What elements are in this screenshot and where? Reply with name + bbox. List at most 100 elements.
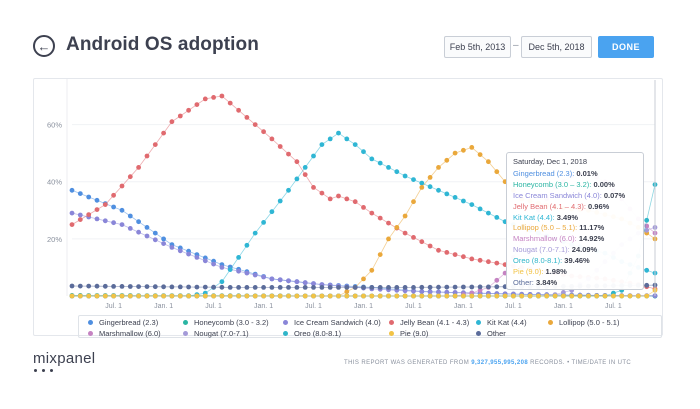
point-pie [236, 293, 242, 299]
legend-item-gingerbread[interactable]: Gingerbread (2.3) [88, 318, 158, 327]
tooltip-row-jellybean: Jelly Bean (4.1 – 4.3): 0.96% [513, 202, 637, 213]
point-ics [161, 241, 167, 247]
point-other [336, 285, 341, 290]
point-ics [311, 281, 316, 286]
point-pie [436, 293, 441, 299]
point-pie [227, 293, 233, 299]
legend-item-marshmallow[interactable]: Marshmallow (6.0) [88, 329, 161, 338]
point-gingerbread [69, 187, 75, 193]
logo-dots-icon [34, 369, 53, 372]
point-other [427, 284, 433, 290]
point-ics [94, 216, 100, 222]
legend-dot-icon [283, 320, 288, 325]
point-jellybean [411, 235, 416, 240]
point-other [261, 285, 266, 290]
point-other [119, 284, 125, 289]
tooltip-row-gingerbread: Gingerbread (2.3): 0.01% [513, 169, 637, 180]
point-other [294, 285, 300, 290]
point-jellybean [494, 260, 500, 266]
point-kitkat [319, 142, 325, 148]
point-pie [469, 293, 475, 299]
legend-item-ics[interactable]: Ice Cream Sandwich (4.0) [283, 318, 381, 327]
point-other [327, 285, 333, 290]
tooltip-label: Gingerbread (2.3): [513, 168, 577, 178]
point-kitkat [402, 173, 408, 179]
point-pie [186, 293, 192, 299]
point-jellybean [152, 142, 158, 148]
tooltip-value: 3.84% [535, 277, 558, 287]
tooltip-label: Nougat (7.0-7.1): [513, 245, 572, 255]
point-kitkat [452, 195, 458, 200]
point-pie [602, 293, 608, 299]
tooltip-value: 24.09% [571, 245, 598, 255]
tooltip-row-ics: Ice Cream Sandwich (4.0): 0.07% [513, 191, 637, 202]
point-other [269, 285, 275, 290]
x-tick-label: Jan. 1 [454, 303, 473, 310]
legend-item-nougat[interactable]: Nougat (7.0-7.1) [183, 329, 249, 338]
point-pie [477, 293, 483, 299]
start-date-input[interactable]: Feb 5th, 2013 [444, 36, 511, 58]
point-jellybean [377, 215, 383, 221]
point-pie [244, 293, 250, 299]
legend-item-other[interactable]: Other [476, 329, 506, 338]
point-other [286, 285, 291, 290]
legend-dot-icon [476, 331, 481, 336]
tooltip-value: 3.49% [556, 212, 579, 222]
point-ics [411, 288, 416, 294]
legend-item-pie[interactable]: Pie (9.0) [389, 329, 428, 338]
tooltip-row-lollipop: Lollipop (5.0 – 5.1): 11.17% [513, 223, 637, 234]
point-kitkat [269, 209, 275, 215]
point-pie [411, 293, 416, 299]
point-pie [544, 293, 550, 299]
point-pie [144, 293, 150, 299]
end-date-input[interactable]: Dec 5th, 2018 [521, 36, 592, 58]
point-kitkat [369, 156, 375, 162]
back-button[interactable]: ← [33, 35, 55, 57]
point-jellybean [386, 220, 391, 226]
point-ics [177, 248, 183, 254]
point-gingerbread [77, 191, 83, 197]
point-other [394, 285, 400, 290]
tooltip-row-honeycomb: Honeycomb (3.0 – 3.2): 0.00% [513, 180, 637, 191]
point-ics [427, 289, 433, 295]
tooltip-date: Saturday, Dec 1, 2018 [513, 157, 588, 166]
point-kitkat [469, 202, 475, 208]
tooltip-label: Marshmallow (6.0): [513, 234, 579, 244]
point-other [186, 284, 192, 290]
point-kitkat [294, 176, 300, 182]
point-pie [294, 293, 300, 299]
point-other [436, 284, 441, 290]
page-title: Android OS adoption [66, 34, 259, 55]
legend-item-honeycomb[interactable]: Honeycomb (3.0 - 3.2) [183, 318, 269, 327]
legend-item-oreo[interactable]: Oreo (8.0-8.1) [283, 329, 341, 338]
point-ics [286, 278, 291, 284]
point-other [152, 284, 158, 290]
point-lollipop [386, 236, 391, 242]
point-jellybean [194, 102, 200, 107]
point-ics [69, 210, 75, 216]
tooltip-value: 0.96% [588, 201, 610, 211]
point-pie [161, 293, 167, 299]
done-button[interactable]: DONE [598, 36, 654, 58]
point-gingerbread [111, 204, 116, 210]
legend-item-jellybean[interactable]: Jelly Bean (4.1 - 4.3) [389, 318, 469, 327]
point-pie [102, 293, 108, 299]
legend-dot-icon [389, 331, 394, 336]
legend-item-lollipop[interactable]: Lollipop (5.0 - 5.1) [548, 318, 619, 327]
tooltip-row-marshmallow: Marshmallow (6.0): 14.92% [513, 234, 637, 245]
point-kitkat [436, 187, 441, 193]
legend-label: Gingerbread (2.3) [99, 318, 159, 327]
point-ics [436, 289, 441, 295]
point-pie [419, 293, 425, 299]
point-other [244, 285, 250, 290]
tooltip-value: 0.01% [576, 168, 598, 178]
point-pie [369, 293, 375, 299]
point-lollipop [419, 185, 425, 190]
legend-item-kitkat[interactable]: Kit Kat (4.4) [476, 318, 527, 327]
point-other [469, 284, 475, 290]
legend-dot-icon [183, 331, 188, 336]
legend-dot-icon [88, 331, 93, 336]
point-ics [77, 212, 83, 218]
point-jellybean [136, 165, 142, 170]
point-jellybean [277, 144, 283, 149]
